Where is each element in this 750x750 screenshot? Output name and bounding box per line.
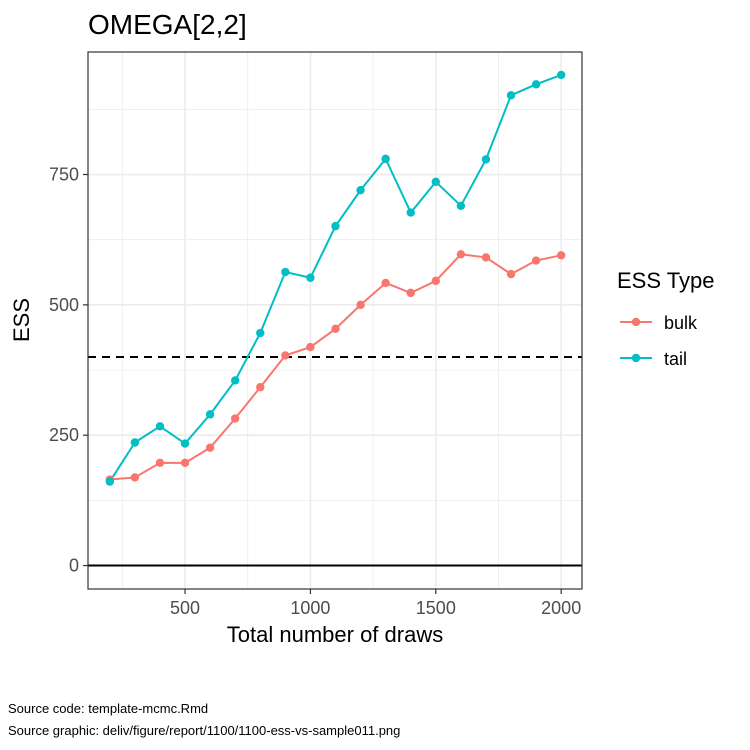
data-point-tail: [230, 376, 240, 385]
data-point-tail: [105, 477, 115, 486]
data-point-bulk: [456, 250, 466, 259]
legend-label-tail: tail: [664, 349, 687, 369]
legend-key-point-bulk: [631, 317, 641, 327]
data-point-tail: [306, 273, 315, 282]
y-axis-title: ESS: [9, 298, 34, 342]
data-point-tail: [406, 208, 415, 217]
data-point-bulk: [481, 253, 491, 262]
data-point-tail: [456, 201, 466, 211]
chart-title: OMEGA[2,2]: [88, 9, 247, 40]
panel-border: [87, 51, 583, 590]
source-graphic-caption: Source graphic: deliv/figure/report/1100…: [8, 723, 401, 738]
y-tick-label: 750: [49, 165, 79, 185]
data-point-bulk: [130, 473, 140, 482]
data-point-bulk: [306, 342, 315, 352]
data-point-bulk: [180, 458, 190, 468]
plot-area: [87, 51, 583, 590]
legend-label-bulk: bulk: [664, 313, 698, 333]
data-point-tail: [281, 267, 290, 277]
data-point-bulk: [431, 276, 441, 286]
data-point-tail: [431, 177, 441, 187]
data-point-bulk: [155, 458, 165, 468]
data-point-tail: [356, 185, 365, 195]
y-tick-label: 500: [49, 295, 79, 315]
data-point-tail: [180, 439, 190, 448]
legend-title: ESS Type: [617, 268, 714, 293]
data-point-bulk: [356, 300, 365, 310]
data-point-tail: [155, 422, 165, 431]
x-tick-label: 500: [170, 598, 200, 618]
data-point-bulk: [406, 288, 415, 298]
data-point-tail: [256, 328, 265, 338]
data-point-bulk: [506, 269, 516, 279]
data-point-tail: [481, 155, 491, 164]
data-point-tail: [331, 221, 340, 231]
data-point-tail: [506, 91, 516, 100]
x-tick-label: 2000: [541, 598, 581, 618]
data-point-tail: [531, 80, 541, 89]
data-point-bulk: [331, 324, 340, 334]
y-tick-label: 250: [49, 425, 79, 445]
y-tick-label: 0: [69, 556, 79, 576]
x-tick-label: 1000: [290, 598, 330, 618]
data-point-tail: [381, 154, 390, 164]
legend-key-point-tail: [631, 353, 641, 363]
x-tick-label: 1500: [416, 598, 456, 618]
data-point-bulk: [556, 251, 566, 260]
data-point-bulk: [281, 351, 290, 360]
data-point-bulk: [381, 278, 390, 288]
series-line-tail: [108, 74, 562, 483]
data-point-bulk: [531, 256, 541, 265]
data-point-bulk: [256, 383, 265, 392]
data-point-bulk: [230, 414, 240, 423]
x-axis-title: Total number of draws: [227, 622, 443, 647]
data-point-tail: [205, 410, 215, 419]
series-line-bulk: [109, 253, 562, 481]
data-point-tail: [130, 438, 140, 447]
data-point-bulk: [205, 443, 215, 452]
source-code-caption: Source code: template-mcmc.Rmd: [8, 701, 209, 716]
data-point-tail: [556, 70, 566, 80]
legend: ESS Type bulk tail: [617, 268, 714, 369]
